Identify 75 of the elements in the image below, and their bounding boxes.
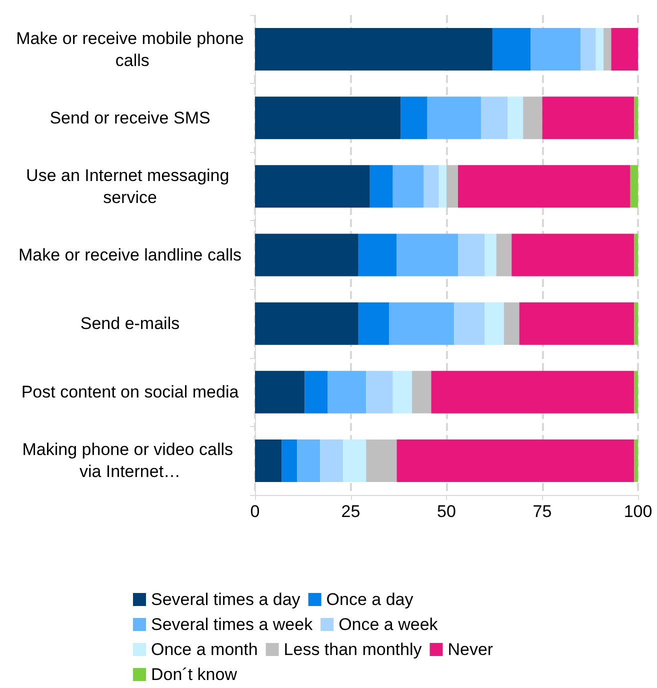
bar	[255, 439, 282, 482]
bar	[504, 302, 520, 345]
bar	[370, 165, 393, 208]
bar	[366, 439, 397, 482]
legend-label: Less than monthly	[284, 640, 422, 659]
bar	[392, 165, 424, 208]
x-tick-label: 50	[437, 502, 456, 521]
bar	[304, 370, 328, 414]
legend-label: Once a month	[151, 640, 258, 659]
bar	[492, 28, 531, 71]
bar	[512, 234, 634, 276]
bar	[634, 234, 638, 276]
bar	[611, 28, 638, 71]
bar	[389, 302, 454, 345]
bar	[634, 370, 638, 414]
bar	[508, 96, 524, 140]
x-tick-label: 100	[624, 502, 652, 521]
bar	[630, 165, 638, 208]
y-tick-label: Send e-mails	[80, 314, 180, 334]
bar	[282, 439, 298, 482]
y-tick-label: Making phone or video calls via Internet…	[22, 440, 238, 482]
bar	[255, 165, 370, 208]
x-tick-label: 0	[250, 502, 260, 521]
bar	[484, 302, 504, 345]
bar	[366, 370, 393, 414]
bar	[431, 370, 634, 414]
bar	[634, 439, 638, 482]
y-tick-label: Send or receive SMS	[50, 108, 210, 128]
bar	[580, 28, 596, 71]
bar	[396, 439, 634, 482]
bar	[358, 234, 397, 276]
x-tick-label: 25	[341, 502, 360, 521]
bar	[530, 28, 581, 71]
bar	[320, 439, 344, 482]
y-tick-label: Use an Internet messaging service	[26, 166, 234, 207]
bar	[596, 28, 604, 71]
bar	[634, 302, 638, 345]
legend-label: Once a week	[338, 615, 438, 634]
legend-label: Several times a day	[151, 590, 301, 609]
bar	[438, 165, 446, 208]
y-tick-label: Post content on social media	[21, 382, 240, 402]
bar	[255, 28, 492, 71]
bar	[424, 165, 439, 208]
legend-label: Don´t know	[151, 665, 238, 684]
bar	[400, 96, 428, 140]
bar	[392, 370, 412, 414]
bar	[542, 96, 634, 140]
bar	[297, 439, 320, 482]
legend-label: Several times a week	[151, 615, 314, 634]
bar	[496, 234, 512, 276]
x-tick-label: 75	[532, 502, 552, 521]
bar	[412, 370, 432, 414]
bar	[458, 234, 485, 276]
bar	[484, 234, 496, 276]
bar	[458, 165, 630, 208]
bar	[480, 96, 508, 140]
bar	[343, 439, 366, 482]
legend-label: Never	[448, 640, 494, 659]
bar	[358, 302, 390, 345]
legend-label: Once a day	[326, 590, 414, 609]
bar	[523, 96, 542, 140]
bar	[454, 302, 485, 345]
bar	[255, 96, 401, 140]
bar	[634, 96, 638, 140]
y-tick-label: Make or receive landline calls	[18, 246, 242, 264]
bar	[446, 165, 458, 208]
bar	[328, 370, 366, 414]
bar	[255, 370, 305, 414]
bar	[255, 302, 358, 345]
bar	[255, 234, 358, 276]
bar	[396, 234, 458, 276]
bar	[519, 302, 634, 345]
y-tick-label: Make or receive mobile phone calls	[16, 28, 244, 70]
bar	[427, 96, 481, 140]
bar	[604, 28, 612, 71]
